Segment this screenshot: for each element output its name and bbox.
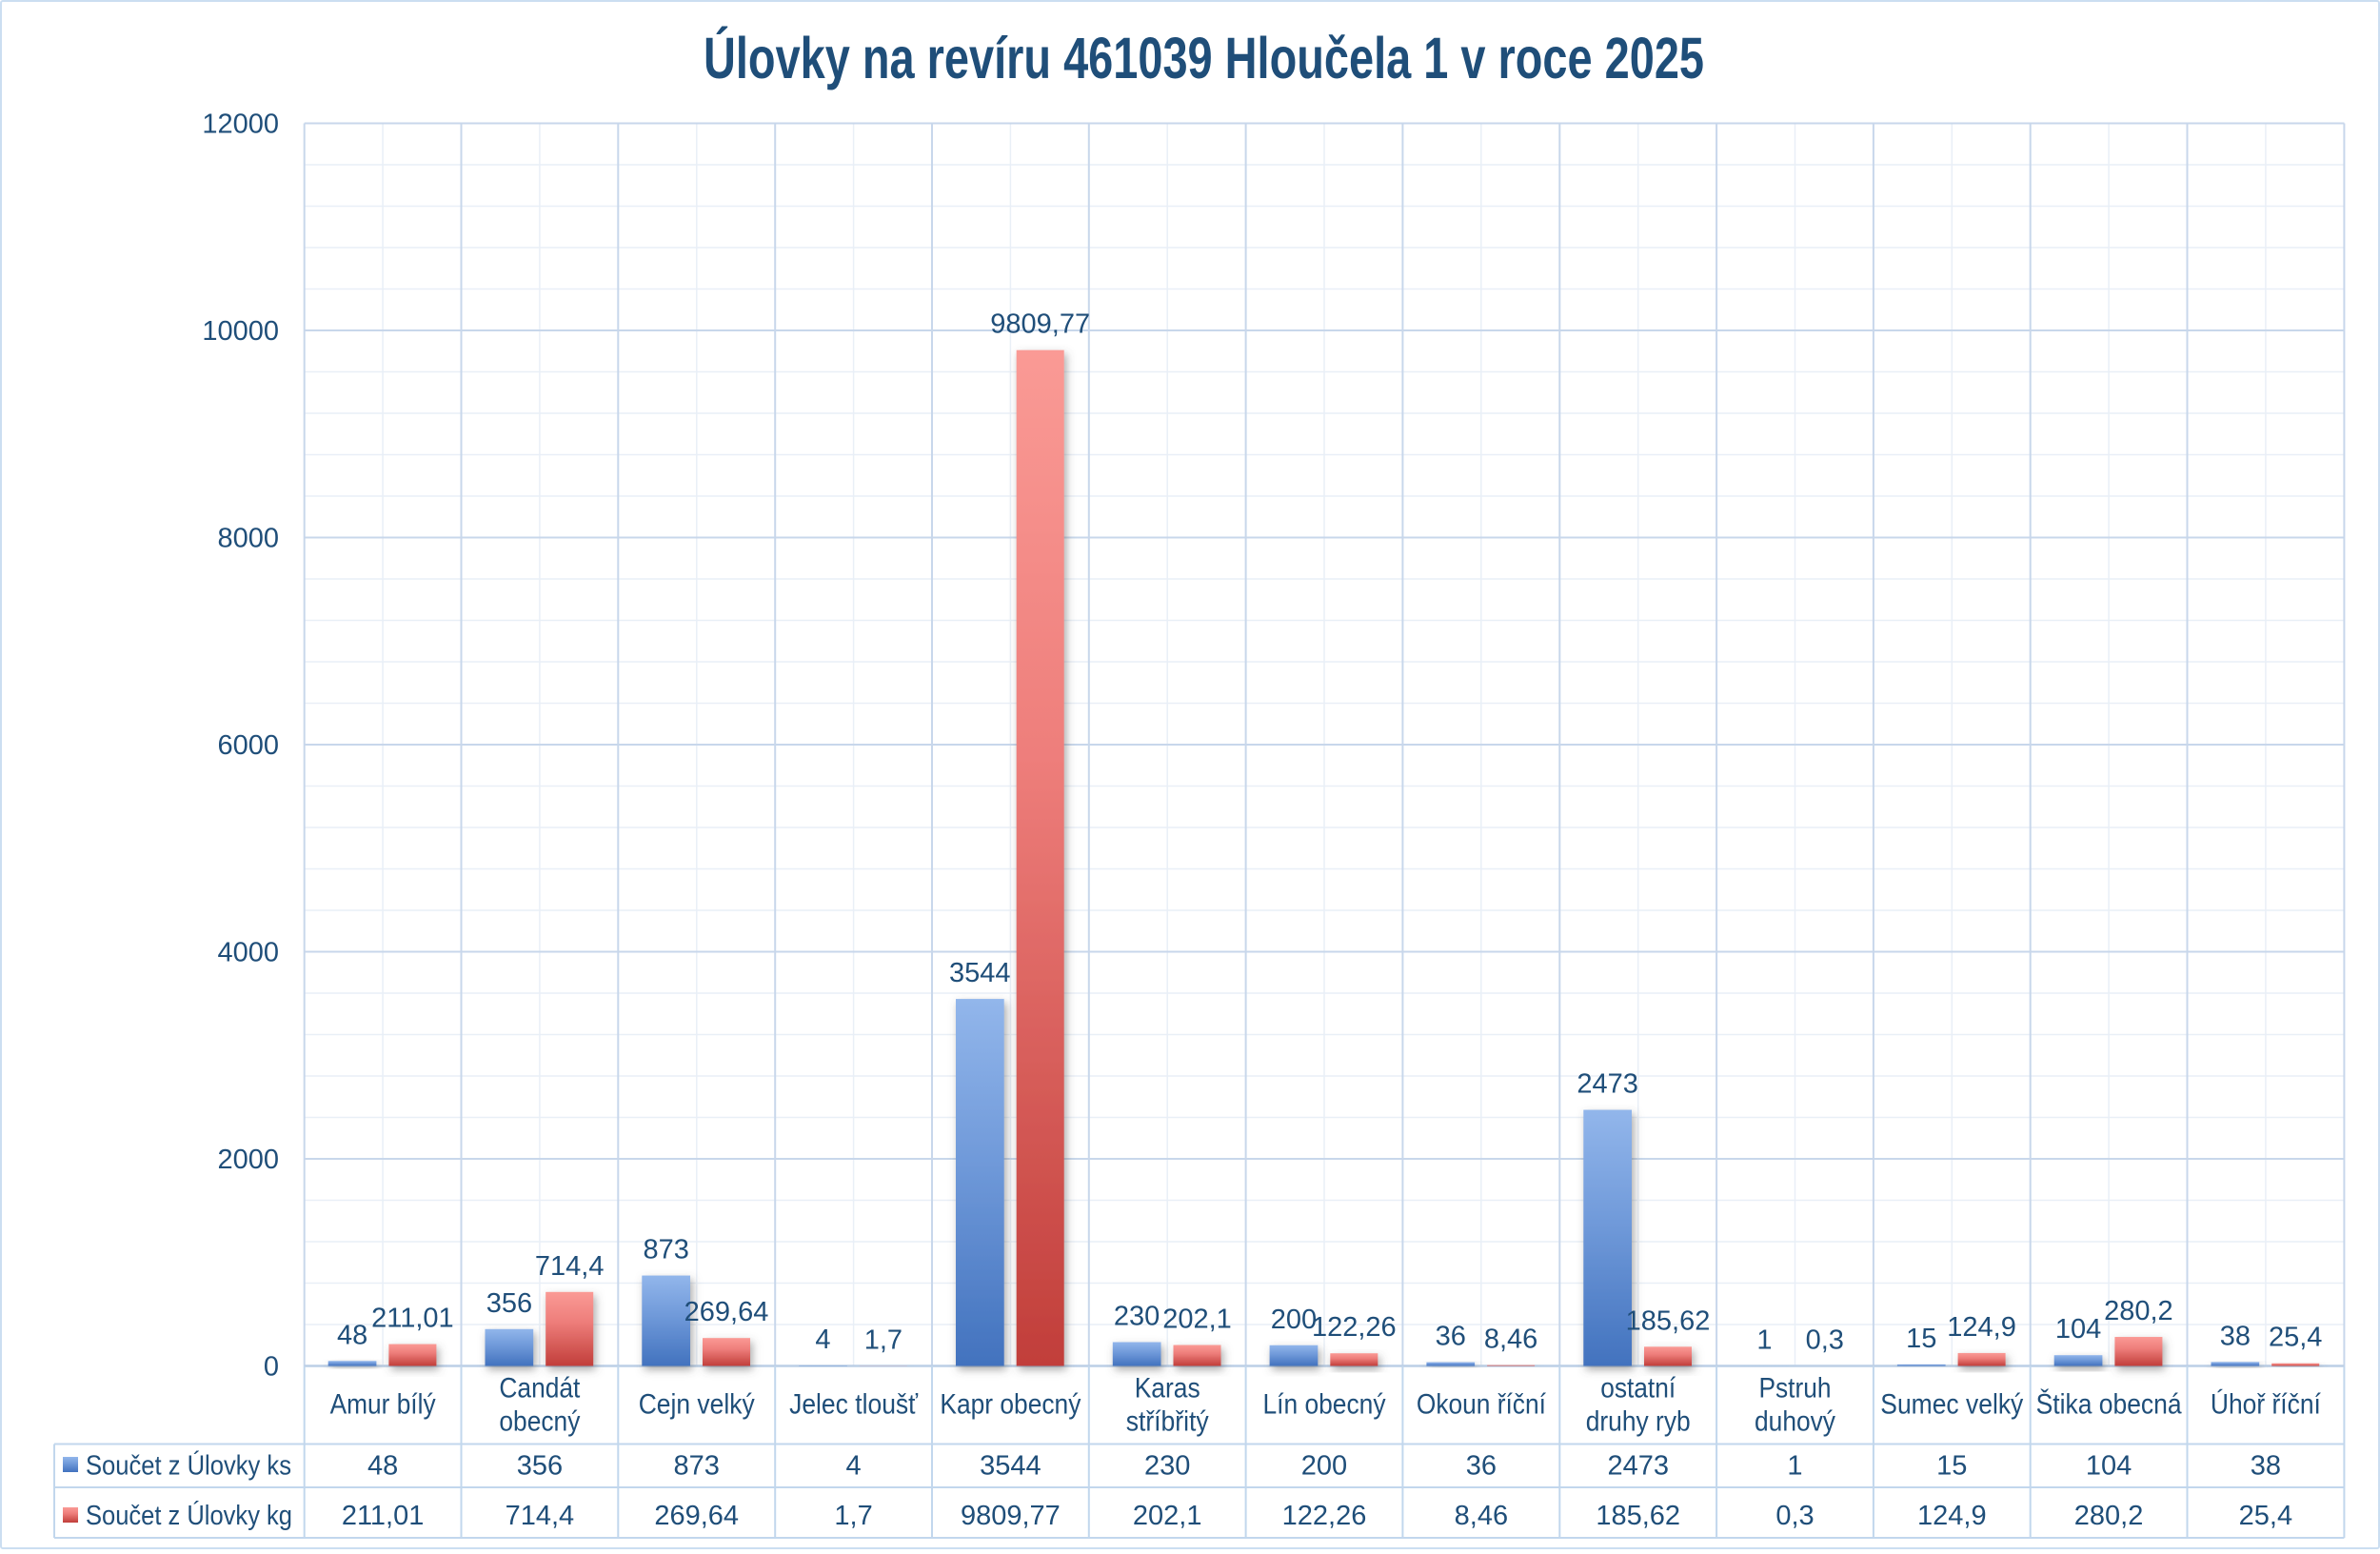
svg-text:280,2: 280,2 [2104, 1296, 2173, 1326]
svg-text:obecný: obecný [499, 1406, 580, 1438]
svg-text:36: 36 [1436, 1322, 1466, 1352]
svg-text:873: 873 [674, 1451, 720, 1482]
svg-text:280,2: 280,2 [2074, 1501, 2144, 1531]
svg-text:714,4: 714,4 [535, 1251, 605, 1282]
svg-text:2473: 2473 [1577, 1069, 1638, 1100]
svg-text:Karas: Karas [1135, 1373, 1200, 1405]
svg-text:4000: 4000 [217, 938, 279, 968]
svg-text:12000: 12000 [202, 110, 279, 140]
svg-text:0,3: 0,3 [1806, 1325, 1844, 1356]
svg-text:38: 38 [2251, 1451, 2281, 1482]
svg-text:Součet z Úlovky ks: Součet z Úlovky ks [86, 1450, 291, 1482]
svg-text:0: 0 [264, 1352, 279, 1383]
svg-text:211,01: 211,01 [342, 1501, 425, 1531]
svg-text:356: 356 [517, 1451, 563, 1482]
svg-text:4: 4 [815, 1325, 830, 1355]
svg-text:269,64: 269,64 [654, 1501, 739, 1531]
svg-text:104: 104 [2055, 1314, 2101, 1345]
svg-text:3544: 3544 [949, 958, 1011, 988]
svg-text:124,9: 124,9 [1947, 1312, 2016, 1343]
svg-text:48: 48 [337, 1320, 367, 1350]
svg-text:230: 230 [1114, 1302, 1160, 1332]
svg-text:ostatní: ostatní [1600, 1373, 1676, 1405]
svg-text:36: 36 [1466, 1451, 1497, 1482]
svg-text:269,64: 269,64 [684, 1297, 769, 1327]
svg-text:122,26: 122,26 [1282, 1501, 1367, 1531]
svg-text:38: 38 [2220, 1321, 2251, 1351]
svg-text:8,46: 8,46 [1484, 1325, 1537, 1355]
svg-text:Sumec velký: Sumec velký [1880, 1389, 2023, 1421]
svg-text:230: 230 [1144, 1451, 1190, 1482]
svg-text:1: 1 [1787, 1451, 1802, 1482]
svg-text:9809,77: 9809,77 [990, 309, 1090, 340]
svg-text:Kapr obecný: Kapr obecný [940, 1389, 1081, 1421]
svg-text:185,62: 185,62 [1626, 1305, 1711, 1336]
svg-text:0,3: 0,3 [1775, 1501, 1814, 1531]
svg-text:Amur bílý: Amur bílý [330, 1389, 436, 1421]
svg-text:Jelec tloušť: Jelec tloušť [789, 1389, 919, 1421]
svg-text:122,26: 122,26 [1312, 1312, 1397, 1343]
svg-text:124,9: 124,9 [1917, 1501, 1987, 1531]
svg-text:duhový: duhový [1755, 1406, 1835, 1438]
svg-text:1,7: 1,7 [864, 1325, 902, 1355]
svg-text:185,62: 185,62 [1596, 1501, 1680, 1531]
svg-text:1,7: 1,7 [834, 1501, 872, 1531]
svg-text:4: 4 [846, 1451, 862, 1482]
svg-text:211,01: 211,01 [371, 1304, 454, 1334]
svg-text:25,4: 25,4 [2239, 1501, 2292, 1531]
svg-text:Cejn velký: Cejn velký [639, 1389, 755, 1421]
svg-text:200: 200 [1271, 1305, 1317, 1335]
svg-text:714,4: 714,4 [506, 1501, 575, 1531]
svg-text:8000: 8000 [217, 524, 279, 554]
svg-text:Lín obecný: Lín obecný [1263, 1389, 1386, 1421]
svg-text:10000: 10000 [202, 316, 279, 347]
svg-text:202,1: 202,1 [1133, 1501, 1202, 1531]
svg-text:873: 873 [644, 1235, 689, 1265]
svg-text:25,4: 25,4 [2269, 1323, 2322, 1353]
svg-text:stříbřitý: stříbřitý [1126, 1406, 1209, 1438]
svg-text:202,1: 202,1 [1162, 1305, 1232, 1335]
svg-text:Candát: Candát [499, 1373, 581, 1405]
svg-text:9809,77: 9809,77 [961, 1501, 1061, 1531]
svg-text:104: 104 [2086, 1451, 2132, 1482]
svg-text:Úlovky na revíru 461039 Hlouče: Úlovky na revíru 461039 Hloučela 1 v roc… [704, 26, 1704, 90]
svg-text:356: 356 [486, 1288, 532, 1319]
svg-text:8,46: 8,46 [1455, 1501, 1508, 1531]
svg-text:Součet z Úlovky kg: Součet z Úlovky kg [86, 1500, 292, 1531]
svg-text:2000: 2000 [217, 1145, 279, 1175]
svg-text:2473: 2473 [1607, 1451, 1669, 1482]
svg-text:Štika obecná: Štika obecná [2036, 1388, 2182, 1421]
svg-text:Úhoř říční: Úhoř říční [2211, 1389, 2322, 1421]
svg-text:3544: 3544 [980, 1451, 1041, 1482]
svg-text:druhy ryb: druhy ryb [1586, 1406, 1691, 1438]
svg-text:15: 15 [1936, 1451, 1967, 1482]
svg-text:Okoun říční: Okoun říční [1417, 1389, 1547, 1421]
svg-text:200: 200 [1301, 1451, 1347, 1482]
svg-text:15: 15 [1906, 1324, 1936, 1354]
svg-text:Pstruh: Pstruh [1759, 1373, 1832, 1405]
svg-text:6000: 6000 [217, 730, 279, 761]
svg-text:1: 1 [1756, 1325, 1772, 1355]
svg-text:48: 48 [367, 1451, 398, 1482]
